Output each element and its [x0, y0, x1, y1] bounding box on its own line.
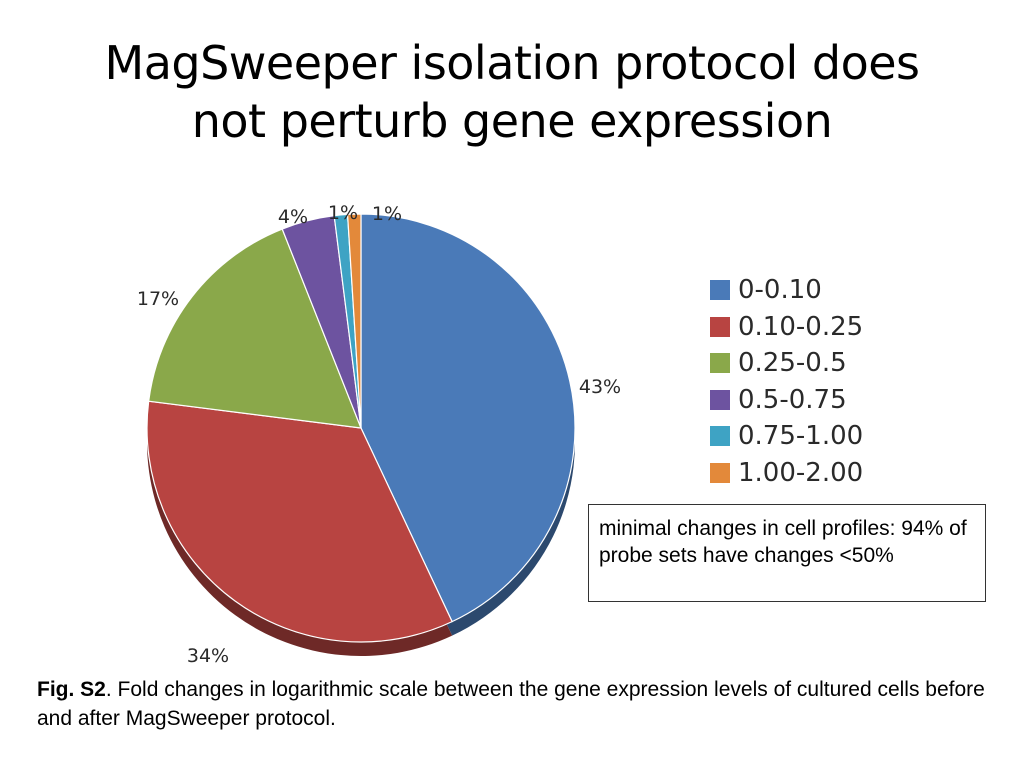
- legend-label: 0-0.10: [738, 275, 822, 306]
- caption-text: . Fold changes in logarithmic scale betw…: [37, 678, 985, 730]
- pie-slice: [148, 228, 362, 429]
- slice-value-label: 1%: [372, 203, 402, 225]
- legend-swatch: [710, 316, 730, 337]
- slice-value-label: 1%: [328, 202, 358, 224]
- pie-slice: [360, 213, 576, 623]
- pie-slice: [346, 213, 362, 429]
- chart-legend: 0-0.10 0.10-0.25 0.25-0.5 0.5-0.75 0.75-1.00…: [710, 272, 863, 491]
- legend-swatch: [710, 462, 730, 483]
- legend-swatch: [710, 389, 730, 410]
- legend-swatch: [710, 426, 730, 447]
- legend-item: 0.5-0.75: [710, 382, 863, 419]
- slide-title-line-2: not perturb gene expression: [191, 94, 833, 148]
- legend-swatch: [710, 280, 730, 301]
- legend-item: 0.10-0.25: [710, 309, 863, 346]
- legend-swatch: [710, 353, 730, 374]
- annotation-box: minimal changes in cell profiles: 94% of…: [588, 504, 986, 602]
- legend-label: 0.75-1.00: [738, 421, 864, 452]
- legend-item: 0.25-0.5: [710, 345, 863, 382]
- slice-value-label: 34%: [187, 645, 229, 667]
- legend-label: 0.25-0.5: [738, 348, 847, 379]
- slice-value-label: 43%: [579, 376, 620, 398]
- pie-slice: [146, 400, 453, 643]
- slide-title-line-1: MagSweeper isolation protocol does: [104, 36, 921, 90]
- legend-label: 0.5-0.75: [738, 384, 847, 415]
- caption-label: Fig. S2: [37, 678, 106, 701]
- annotation-text: minimal changes in cell profiles: 94% of…: [599, 517, 967, 567]
- figure-caption: Fig. S2. Fold changes in logarithmic sca…: [37, 675, 987, 733]
- legend-item: 1.00-2.00: [710, 455, 863, 492]
- legend-item: 0-0.10: [710, 272, 863, 309]
- slide-title: MagSweeper isolation protocol does not p…: [40, 34, 984, 150]
- legend-label: 1.00-2.00: [738, 457, 864, 488]
- legend-label: 0.10-0.25: [738, 311, 864, 342]
- slice-value-label: 4%: [278, 206, 308, 228]
- slice-value-label: 17%: [137, 288, 179, 310]
- pie-chart: 43% 34% 17% 4% 1% 1%: [137, 202, 620, 667]
- legend-item: 0.75-1.00: [710, 418, 863, 455]
